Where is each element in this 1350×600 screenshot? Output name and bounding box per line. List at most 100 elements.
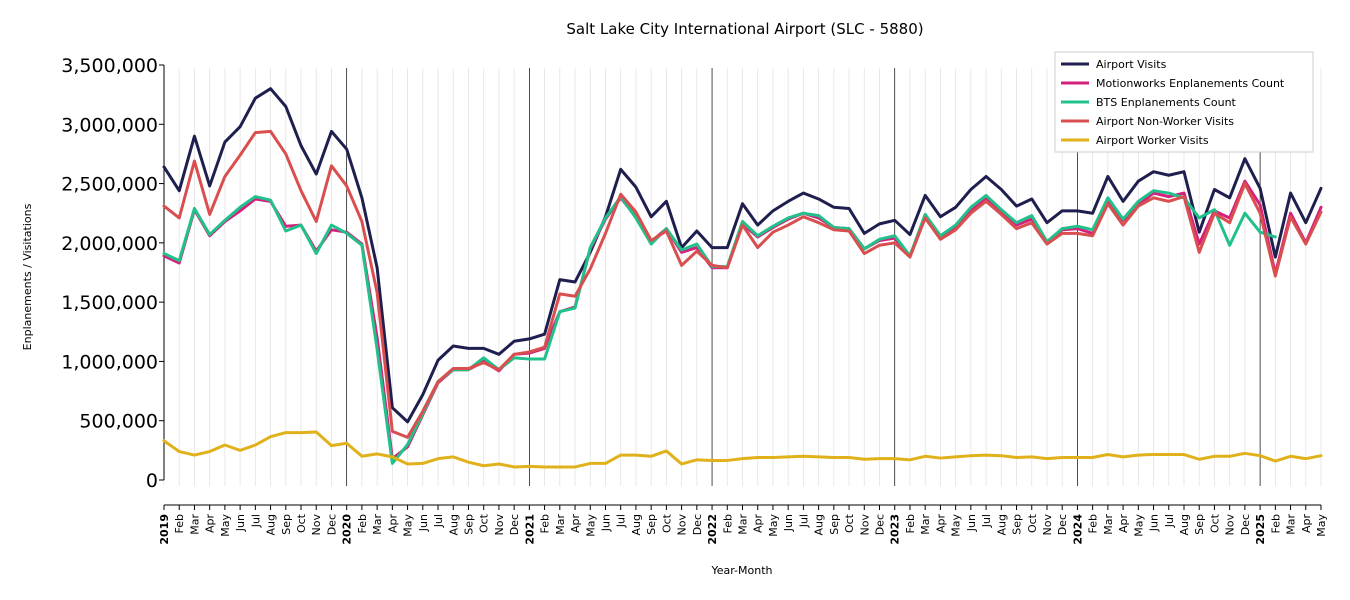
x-tick-label: Dec <box>325 514 338 535</box>
x-tick-label: Dec <box>1056 514 1069 535</box>
x-tick-label: Dec <box>691 514 704 535</box>
x-tick-label: Jul <box>249 514 262 528</box>
chart-title: Salt Lake City International Airport (SL… <box>566 20 923 38</box>
x-tick-label: Feb <box>721 514 734 533</box>
x-tick-label: Feb <box>1269 514 1282 533</box>
x-tick-label: Dec <box>1239 514 1252 535</box>
x-tick-label: May <box>950 514 963 537</box>
series-line-airport-visits <box>162 87 1323 424</box>
y-tick-label: 3,000,000 <box>61 114 158 136</box>
x-tick-label: Sep <box>280 514 293 535</box>
x-tick-label: Apr <box>204 514 217 534</box>
x-tick-label: Nov <box>676 514 689 536</box>
x-tick-label: Oct <box>660 513 673 533</box>
x-tick-label: Jun <box>965 514 978 532</box>
x-tick-label: Jul <box>432 514 445 528</box>
x-tick-label: Oct <box>1026 513 1039 533</box>
x-tick-label: Feb <box>356 514 369 533</box>
y-tick-label: 500,000 <box>79 411 158 433</box>
x-tick-label: Sep <box>645 514 658 535</box>
x-tick-label: Sep <box>462 514 475 535</box>
x-tick-label: Aug <box>995 514 1008 535</box>
x-tick-label: May <box>219 514 232 537</box>
y-tick-label: 3,500,000 <box>61 55 158 77</box>
legend-label: Airport Worker Visits <box>1096 134 1209 147</box>
x-tick-label: Mar <box>1285 514 1298 535</box>
x-tick-label: Nov <box>1224 514 1237 536</box>
x-tick-label: Aug <box>265 514 278 535</box>
x-tick-label: Jun <box>417 514 430 532</box>
x-tick-label: Nov <box>310 514 323 536</box>
y-axis-label: Enplanements / Visitations <box>21 203 34 350</box>
y-tick-label: 1,500,000 <box>61 292 158 314</box>
x-axis-label: Year-Month <box>710 564 772 577</box>
x-tick-label: Mar <box>737 514 750 535</box>
x-tick-label: May <box>767 514 780 537</box>
x-tick-label: Jun <box>1148 514 1161 532</box>
x-tick-label: Aug <box>813 514 826 535</box>
x-tick-label: Sep <box>1193 514 1206 535</box>
x-tick-label: May <box>584 514 597 537</box>
x-tick-label: Aug <box>1178 514 1191 535</box>
series-line-airport-non-worker-visits <box>162 129 1323 439</box>
x-tick-label: Aug <box>447 514 460 535</box>
legend-box <box>1054 51 1314 153</box>
x-tick-label: 2021 <box>523 514 536 545</box>
series-lines <box>162 87 1323 469</box>
x-tick-label: Mar <box>371 514 384 535</box>
y-tick-label: 1,000,000 <box>61 351 158 373</box>
x-tick-label: Nov <box>493 514 506 536</box>
x-tick-label: Aug <box>630 514 643 535</box>
x-tick-label: Jul <box>980 514 993 528</box>
x-tick-label: Apr <box>934 514 947 534</box>
x-tick-label: Nov <box>1041 514 1054 536</box>
x-tick-label: May <box>1315 514 1328 537</box>
x-tick-label: Feb <box>1087 514 1100 533</box>
x-tick-label: Nov <box>858 514 871 536</box>
x-tick-label: Dec <box>874 514 887 535</box>
x-tick-label: 2023 <box>889 514 902 545</box>
x-tick-label: May <box>402 514 415 537</box>
x-tick-label: Jul <box>797 514 810 528</box>
y-tick-label: 2,000,000 <box>61 233 158 255</box>
x-tick-label: Mar <box>1102 514 1115 535</box>
x-tick-label: Jul <box>615 514 628 528</box>
x-tick-label: Oct <box>295 513 308 533</box>
x-tick-label: Mar <box>554 514 567 535</box>
legend-label: BTS Enplanements Count <box>1096 96 1237 109</box>
x-tick-label: Apr <box>569 514 582 534</box>
y-tick-label: 2,500,000 <box>61 174 158 196</box>
series-line-airport-worker-visits <box>162 430 1323 469</box>
legend-label: Motionworks Enplanements Count <box>1096 77 1285 90</box>
legend-label: Airport Visits <box>1096 58 1167 71</box>
x-tick-label: 2019 <box>158 514 171 545</box>
x-tick-label: Apr <box>752 514 765 534</box>
legend: Airport Visits Motionworks Enplanements C… <box>1054 51 1314 153</box>
x-tick-label: Sep <box>828 514 841 535</box>
y-axis: 0 500,000 1,000,000 1,500,000 2,000,000 2,500… <box>61 55 165 492</box>
x-tick-label: Feb <box>173 514 186 533</box>
x-tick-label: Apr <box>1300 514 1313 534</box>
x-tick-label: 2025 <box>1254 514 1267 545</box>
x-tick-label: Jul <box>1163 514 1176 528</box>
x-tick-label: 2022 <box>706 514 719 545</box>
x-tick-label: May <box>1132 514 1145 537</box>
x-tick-label: Mar <box>188 514 201 535</box>
x-tick-label: Jun <box>599 514 612 532</box>
legend-label: Airport Non-Worker Visits <box>1096 115 1234 128</box>
x-tick-label: Oct <box>843 513 856 533</box>
x-tick-label: Jun <box>782 514 795 532</box>
x-tick-label: Feb <box>539 514 552 533</box>
y-tick-label: 0 <box>146 470 158 492</box>
x-axis: 2019 Feb Mar Apr May Jun Jul Aug Sep Oct Nov Dec 202… <box>158 504 1328 545</box>
x-tick-label: Dec <box>508 514 521 535</box>
x-tick-label: 2024 <box>1071 514 1084 545</box>
x-tick-label: Jun <box>234 514 247 532</box>
x-tick-label: Apr <box>386 514 399 534</box>
x-tick-label: Oct <box>478 513 491 533</box>
x-tick-label: Mar <box>919 514 932 535</box>
x-tick-label: Oct <box>1208 513 1221 533</box>
x-tick-label: 2020 <box>341 514 354 545</box>
